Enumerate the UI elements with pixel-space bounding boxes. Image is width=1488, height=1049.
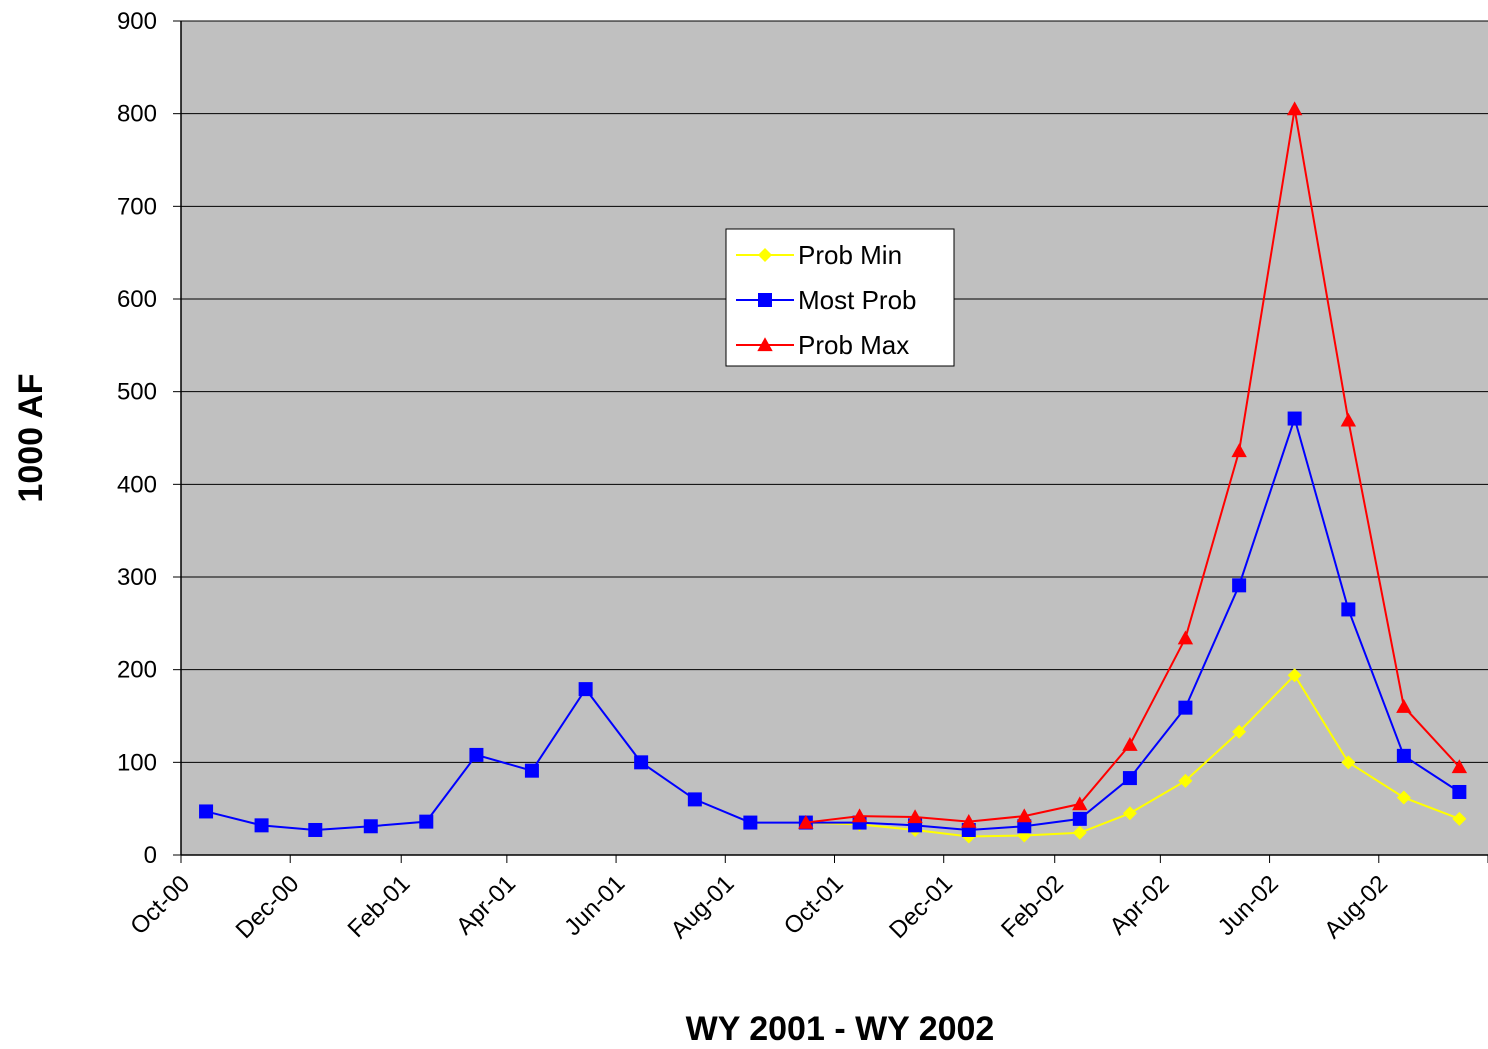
x-axis-title: WY 2001 - WY 2002 <box>686 1010 995 1048</box>
y-tick-label: 300 <box>117 564 157 591</box>
y-tick-label: 200 <box>117 657 157 684</box>
x-tick-label: Jun-01 <box>559 870 630 941</box>
legend-label: Prob Min <box>798 240 902 270</box>
x-tick-label: Feb-02 <box>996 870 1069 943</box>
x-tick-label: Aug-01 <box>666 870 740 944</box>
y-tick-label: 0 <box>144 842 157 869</box>
data-point-square <box>199 804 214 819</box>
x-tick-label: Oct-01 <box>779 870 849 940</box>
x-tick-label: Jun-02 <box>1213 870 1284 941</box>
data-point-square <box>363 819 378 834</box>
x-tick-label: Aug-02 <box>1319 870 1393 944</box>
data-point-square <box>1396 748 1411 763</box>
series-prob-max <box>798 101 1468 829</box>
y-tick-label: 600 <box>117 286 157 313</box>
y-axis-title: 1000 AF <box>12 373 50 502</box>
data-point-square <box>1452 784 1467 799</box>
data-point-square <box>1287 411 1302 426</box>
y-tick-label: 900 <box>117 8 157 35</box>
data-point-diamond <box>758 248 772 262</box>
data-point-diamond <box>1178 773 1193 788</box>
series-most-prob <box>199 411 1467 837</box>
data-point-square <box>469 747 484 762</box>
data-point-triangle <box>1016 808 1032 823</box>
y-tick-label: 800 <box>117 101 157 128</box>
data-point-diamond <box>1232 724 1247 739</box>
data-point-square <box>758 293 772 307</box>
data-point-triangle <box>1451 759 1468 774</box>
data-point-square <box>524 763 539 778</box>
legend-label: Prob Max <box>798 330 909 360</box>
data-point-triangle <box>1340 412 1357 427</box>
series-layer <box>199 101 1468 844</box>
data-point-square <box>308 822 323 837</box>
data-point-triangle <box>1122 737 1138 751</box>
legend-item: Prob Min <box>736 240 902 270</box>
data-point-diamond <box>1341 755 1356 770</box>
y-tick-label: 400 <box>117 471 157 498</box>
legend-label: Most Prob <box>798 285 917 315</box>
legend-item: Prob Max <box>736 330 909 360</box>
data-point-triangle <box>851 808 868 823</box>
axes <box>173 20 1488 863</box>
data-point-triangle <box>1286 101 1303 116</box>
series-line <box>205 415 1460 831</box>
data-point-square <box>1072 811 1087 826</box>
y-tick-label: 700 <box>117 193 157 220</box>
data-point-triangle <box>757 337 773 352</box>
plot-area <box>181 21 1488 855</box>
data-point-diamond <box>1452 811 1467 826</box>
y-tick-label: 100 <box>117 749 157 776</box>
y-tick-labels: 0 100 200 300 400 500 600 700 800 900 <box>117 8 157 869</box>
x-tick-label: Oct-00 <box>125 870 195 940</box>
data-point-triangle <box>798 814 814 829</box>
data-point-diamond <box>1396 790 1411 805</box>
data-point-square <box>687 792 702 807</box>
data-point-square <box>1178 700 1193 715</box>
x-tick-labels: Oct-00 Dec-00 Feb-01 Apr-01 Jun-01 Aug-01 Oct-… <box>125 870 1393 944</box>
data-point-square <box>1017 819 1032 834</box>
x-tick-label: Feb-01 <box>343 870 416 943</box>
x-tick-label: Apr-01 <box>451 870 521 940</box>
data-point-triangle <box>1231 443 1247 458</box>
x-tick-label: Dec-01 <box>884 870 958 944</box>
x-tick-label: Apr-02 <box>1105 870 1175 940</box>
data-point-diamond <box>1287 668 1302 683</box>
data-point-square <box>634 755 649 770</box>
data-point-square <box>254 818 269 833</box>
data-point-square <box>1341 602 1356 617</box>
data-point-triangle <box>961 813 977 828</box>
data-point-triangle <box>1177 630 1194 645</box>
data-point-square <box>1232 578 1247 593</box>
x-tick-label: Dec-00 <box>231 870 305 944</box>
y-tick-label: 500 <box>117 379 157 406</box>
data-point-square <box>578 682 593 697</box>
data-point-diamond <box>1072 825 1087 840</box>
data-point-triangle <box>1396 699 1412 713</box>
data-point-triangle <box>907 809 923 824</box>
data-point-square <box>419 814 434 829</box>
legend-item: Most Prob <box>736 285 917 315</box>
legend: Prob Min Most Prob Prob Max <box>725 228 955 367</box>
data-point-triangle <box>1072 796 1088 811</box>
data-point-square <box>743 815 758 830</box>
data-point-diamond <box>1122 806 1137 821</box>
data-point-square <box>1122 771 1137 786</box>
